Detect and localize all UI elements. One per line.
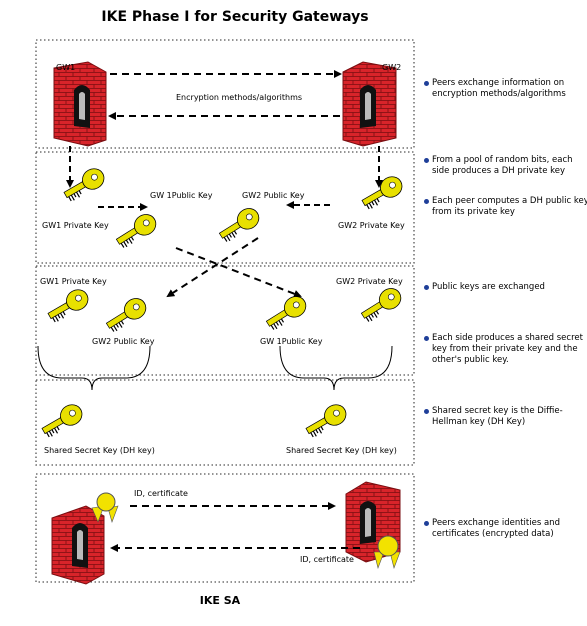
label-gw1-public-key: GW 1Public Key [150, 191, 213, 200]
label-gw1-private-key: GW1 Private Key [42, 221, 109, 230]
arrow-gw2-public-exchange [166, 237, 259, 298]
ike-sa-label: IKE SA [199, 594, 241, 607]
label-shared-key-right: Shared Secret Key (DH key) [286, 446, 397, 455]
box-identity [35, 473, 415, 583]
label-gw1-private-key-2: GW1 Private Key [40, 277, 107, 286]
label-gw1: GW1 [56, 63, 75, 72]
label-gw2-public-key: GW2 Public Key [242, 191, 305, 200]
gw2-public-key-2-icon [102, 293, 151, 335]
brace-left [37, 345, 151, 391]
note-identities: Peers exchange identities and certificat… [424, 518, 587, 540]
gw2-firewall-icon [342, 61, 397, 147]
label-gw2-private-key-2: GW2 Private Key [336, 277, 403, 286]
box-negotiation [35, 39, 415, 149]
gw1-public-key-icon [112, 209, 161, 251]
note-dh-key: Shared secret key is the Diffie-Hellman … [424, 406, 587, 428]
label-encryption-methods: Encryption methods/algorithms [176, 93, 302, 102]
brace-right [279, 345, 393, 391]
label-gw2-public-key-2: GW2 Public Key [92, 337, 155, 346]
gw1-private-key-2-icon [43, 285, 93, 326]
box-dh-keys [35, 151, 415, 264]
note-shared-secret: Each side produces a shared secret key f… [424, 333, 587, 366]
note-dh-private: From a pool of random bits, each side pr… [424, 155, 587, 177]
note-exchange-methods: Peers exchange information on encryption… [424, 78, 587, 100]
gw2-private-key-2-icon [357, 283, 406, 325]
label-shared-key-left: Shared Secret Key (DH key) [44, 446, 155, 455]
gw1-firewall-icon [53, 61, 107, 147]
gw1-private-key-icon [59, 164, 109, 205]
gw2-private-key-icon [357, 172, 407, 213]
note-public-exchanged: Public keys are exchanged [424, 282, 587, 293]
shared-key-right-icon [301, 400, 351, 441]
shared-key-left-icon [37, 400, 87, 441]
note-dh-public: Each peer computes a DH public key from … [424, 196, 587, 218]
gw2-certificate-icon [373, 535, 401, 570]
gw1-identity-firewall-icon [51, 505, 105, 585]
gw2-public-key-icon [215, 203, 264, 245]
section-boxes [35, 39, 415, 583]
label-gw2-private-key: GW2 Private Key [338, 221, 405, 230]
gw1-certificate-icon [91, 492, 119, 523]
diagram-title: IKE Phase I for Security Gateways [101, 9, 369, 25]
label-id-cert-top: ID, certificate [134, 489, 188, 498]
gw1-public-key-2-icon [262, 291, 311, 333]
arrow-gw1-public-exchange [175, 247, 302, 298]
label-gw1-public-key-2: GW 1Public Key [260, 337, 323, 346]
box-shared-key [35, 379, 415, 466]
label-gw2: GW2 [382, 63, 401, 72]
label-id-cert-bottom: ID, certificate [300, 555, 354, 564]
